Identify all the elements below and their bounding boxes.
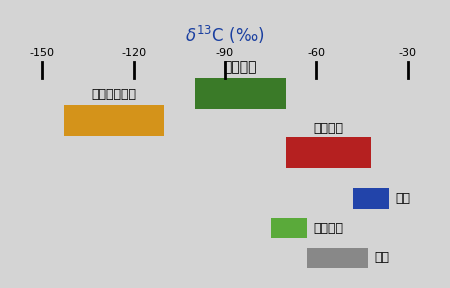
Bar [63,105,164,136]
Bar [194,78,286,109]
Text: $\delta^{13}$C (‰): $\delta^{13}$C (‰) [185,24,265,46]
Text: 枵葉・落ち葉: 枵葉・落ち葉 [91,88,136,101]
Text: -150: -150 [30,48,55,58]
Text: -120: -120 [121,48,146,58]
Bar [307,248,368,268]
Text: -30: -30 [399,48,417,58]
Bar [270,218,307,238]
Text: -60: -60 [307,48,325,58]
Bar [353,188,389,209]
Text: 塩性湿地: 塩性湿地 [313,222,343,235]
Bar [286,137,371,168]
Text: -90: -90 [216,48,234,58]
Text: 工業: 工業 [374,251,389,264]
Text: 森林火災: 森林火災 [314,122,343,134]
Text: 熱帯植物: 熱帯植物 [224,60,257,74]
Text: 海洋: 海洋 [396,192,410,205]
